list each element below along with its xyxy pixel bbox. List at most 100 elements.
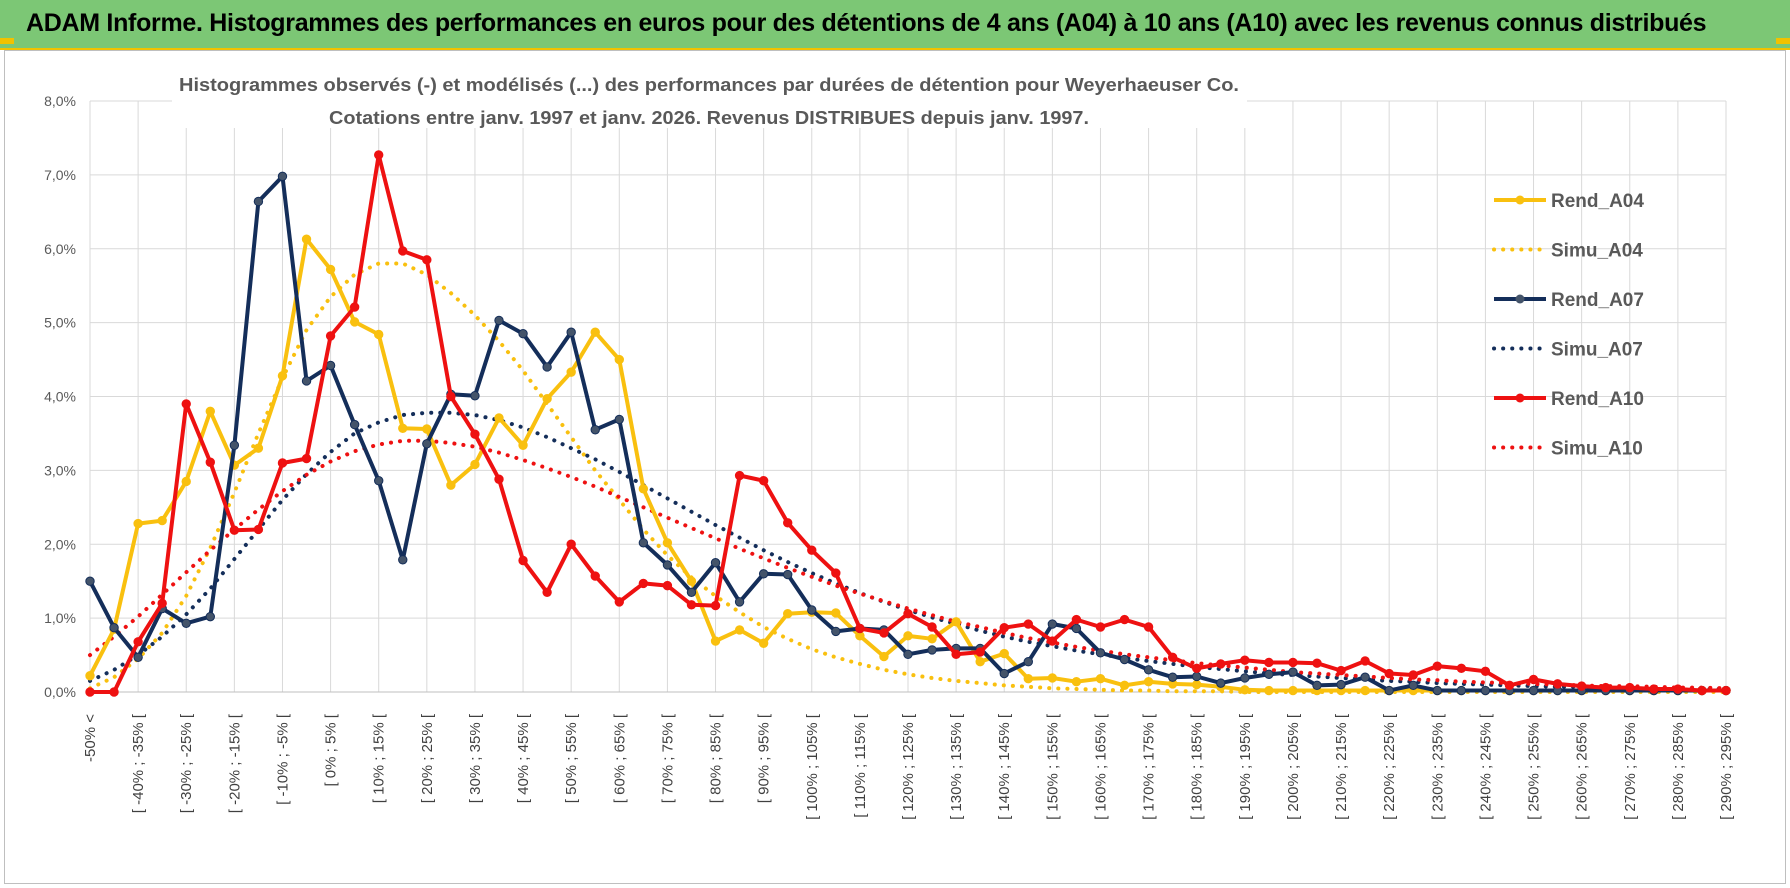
data-point-rend-a04 (903, 631, 913, 641)
data-point-rend-a10 (1312, 658, 1322, 668)
data-point-rend-a10 (1192, 663, 1202, 674)
data-point-rend-a07 (1071, 623, 1082, 634)
series-line-simu-a04 (88, 261, 1728, 694)
data-point-rend-a04 (734, 625, 745, 635)
legend-label-simu-a04: Simu_A04 (1551, 241, 1643, 262)
x-tick-label: [ 240% ; 245% [ (1477, 713, 1494, 820)
data-point-rend-a10 (686, 600, 697, 610)
legend-label-simu-a10: Simu_A10 (1551, 439, 1643, 460)
data-point-rend-a04 (710, 636, 721, 646)
data-point-rend-a10 (1336, 665, 1346, 676)
data-point-rend-a10 (1216, 659, 1226, 669)
data-point-rend-a04 (662, 538, 673, 548)
data-point-rend-a07 (85, 576, 95, 586)
data-point-rend-a07 (1047, 619, 1058, 629)
y-tick-label: 0,0% (44, 684, 76, 700)
data-point-rend-a10 (1673, 684, 1683, 694)
data-point-rend-a04 (398, 423, 408, 433)
data-point-rend-a10 (1264, 657, 1274, 668)
data-point-rend-a10 (518, 555, 528, 566)
data-point-rend-a04 (374, 329, 384, 340)
x-tick-label: [ 260% ; 265% [ (1574, 713, 1591, 820)
x-tick-label: [ 90% ; 95% [ (756, 713, 773, 803)
x-tick-label: [ -10% ; -5% [ (274, 713, 291, 805)
data-point-rend-a04 (927, 634, 937, 644)
data-point-rend-a10 (253, 524, 264, 535)
data-point-rend-a10 (277, 458, 288, 468)
data-point-rend-a04 (686, 576, 697, 586)
data-point-rend-a07 (783, 569, 793, 580)
data-point-rend-a07 (181, 618, 191, 628)
x-tick-label: [ -30% ; -25% [ (178, 713, 195, 813)
data-point-rend-a04 (1192, 679, 1202, 690)
data-point-rend-a04 (831, 608, 841, 618)
data-point-rend-a07 (1360, 672, 1370, 682)
data-point-rend-a07 (734, 597, 745, 607)
data-point-rend-a07 (1119, 654, 1130, 665)
data-point-rend-a10 (1071, 614, 1082, 625)
data-point-rend-a07 (638, 538, 649, 548)
legend-label-rend-a07: Rend_A07 (1551, 290, 1644, 311)
data-point-rend-a04 (494, 413, 504, 423)
x-tick-label: [ 250% ; 255% [ (1526, 713, 1543, 820)
data-point-rend-a10 (710, 600, 721, 611)
data-point-rend-a10 (349, 302, 360, 312)
y-tick-label: 3,0% (44, 462, 76, 478)
x-tick-label: [ 200% ; 205% [ (1285, 713, 1302, 820)
x-tick-label: [ 0% ; 5% [ (323, 713, 340, 786)
data-point-rend-a10 (807, 545, 817, 555)
data-point-rend-a10 (1456, 663, 1467, 674)
data-point-rend-a04 (181, 476, 191, 487)
data-point-rend-a04 (422, 424, 432, 434)
y-tick-label: 8,0% (44, 93, 76, 109)
x-tick-label: [ 120% ; 125% [ (900, 713, 917, 820)
data-point-rend-a10 (301, 453, 312, 464)
data-point-rend-a04 (542, 394, 552, 404)
legend-marker-rend-a10 (1515, 393, 1525, 403)
data-point-rend-a10 (1721, 685, 1731, 696)
data-point-rend-a04 (879, 651, 889, 662)
data-point-rend-a07 (253, 196, 264, 207)
data-point-rend-a04 (133, 518, 143, 529)
data-point-rend-a07 (1408, 680, 1418, 691)
x-tick-label: [ 10% ; 15% [ (371, 713, 388, 803)
data-point-rend-a10 (927, 622, 937, 632)
data-point-rend-a04 (470, 459, 480, 470)
y-tick-label: 5,0% (44, 315, 76, 331)
x-tick-label: [ 20% ; 25% [ (419, 713, 436, 803)
legend-label-rend-a04: Rend_A04 (1551, 191, 1644, 212)
data-point-rend-a10 (542, 587, 552, 597)
data-point-rend-a10 (1480, 666, 1491, 677)
data-point-rend-a10 (1649, 684, 1659, 694)
data-point-rend-a04 (1071, 676, 1082, 687)
x-tick-label: [ 220% ; 225% [ (1381, 713, 1398, 820)
data-point-rend-a10 (783, 518, 793, 528)
banner-title: ADAM Informe. Histogrammes des performan… (26, 9, 1707, 37)
data-point-rend-a07 (1216, 678, 1226, 688)
data-point-rend-a10 (831, 568, 841, 578)
x-tick-label: [ 160% ; 165% [ (1092, 713, 1109, 820)
x-tick-label: [ 80% ; 85% [ (708, 713, 725, 803)
data-point-rend-a07 (1312, 680, 1322, 691)
data-point-rend-a10 (398, 246, 408, 256)
x-tick-label: [ 60% ; 65% [ (611, 713, 628, 803)
data-point-rend-a07 (831, 626, 841, 637)
data-point-rend-a04 (1023, 674, 1033, 684)
x-tick-label: [ 190% ; 195% [ (1237, 713, 1254, 820)
data-point-rend-a04 (157, 515, 167, 526)
data-point-rend-a10 (446, 391, 456, 402)
series-line-simu-a10 (88, 438, 1728, 691)
data-point-rend-a07 (590, 425, 600, 435)
data-point-rend-a07 (1456, 685, 1467, 696)
x-tick-label: [ 40% ; 45% [ (515, 713, 532, 803)
data-point-rend-a04 (349, 317, 360, 327)
data-point-rend-a10 (1119, 614, 1130, 625)
x-tick-label: [ 130% ; 135% [ (948, 713, 965, 820)
data-point-rend-a10 (1504, 680, 1515, 691)
data-point-rend-a04 (1360, 685, 1370, 696)
data-point-rend-a07 (614, 414, 624, 425)
data-point-rend-a04 (1095, 674, 1106, 684)
x-tick-label: [ 230% ; 235% [ (1429, 713, 1446, 820)
